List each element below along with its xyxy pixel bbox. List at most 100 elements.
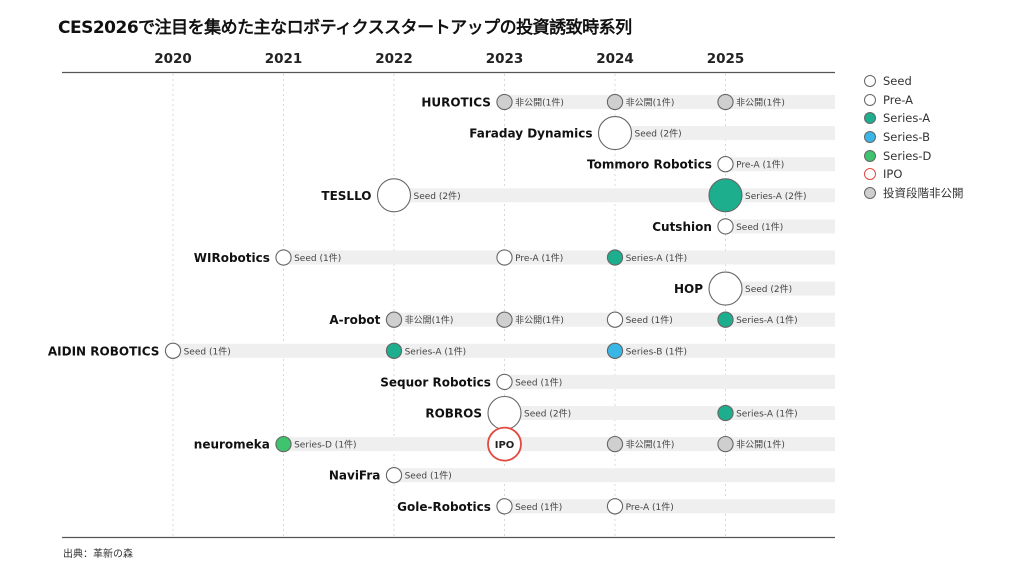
funding-marker-hurotics-2025: [717, 93, 734, 111]
legend-swatch-series-b-icon: [864, 131, 876, 144]
company-label-wirobotics: WIRobotics: [194, 251, 270, 265]
data-label-wirobotics-2023: Pre-A (1件): [515, 252, 563, 264]
data-label-aidin-robotics-2024: Series-B (1件): [626, 345, 687, 357]
legend-swatch-ipo-icon: [864, 168, 876, 181]
funding-marker-aidin-robotics-2024: [606, 342, 624, 359]
data-label-a-robot-2022: 非公開(1件): [405, 314, 454, 326]
data-label-wirobotics-2021: Seed (1件): [294, 252, 341, 264]
funding-marker-robros-2023: [487, 395, 522, 431]
row-band-hurotics: [504, 95, 835, 109]
data-label-tommoro-robotics-2025: Pre-A (1件): [736, 159, 784, 171]
data-label-cutshion-2025: Seed (1件): [736, 221, 783, 233]
funding-marker-navifra-2022: [385, 467, 403, 484]
data-label-hop-2025: Seed (2件): [745, 283, 792, 295]
legend-label: IPO: [883, 167, 903, 182]
funding-marker-neuromeka-2025: [717, 435, 734, 453]
company-label-cutshion: Cutshion: [652, 220, 712, 234]
legend-label: Series-A: [883, 111, 931, 126]
funding-marker-neuromeka-2021: [275, 435, 292, 453]
legend-swatch-undisclosed-icon: [864, 186, 876, 199]
data-label-aidin-robotics-2020: Seed (1件): [184, 345, 231, 357]
data-label-a-robot-2024: Seed (1件): [626, 314, 673, 326]
legend-swatch-series-d-icon: [864, 149, 876, 162]
funding-marker-aidin-robotics-2020: [164, 342, 182, 359]
data-label-aidin-robotics-2022: Series-A (1件): [405, 345, 467, 357]
row-band-gole-robotics: [504, 499, 835, 514]
company-label-navifra: NaviFra: [329, 469, 381, 483]
funding-marker-wirobotics-2024: [606, 249, 624, 266]
data-label-gole-robotics-2024: Pre-A (1件): [626, 501, 674, 513]
legend-swatch-pre-a-icon: [864, 93, 876, 106]
data-label-hurotics-2025: 非公開(1件): [736, 97, 785, 109]
row-band-neuromeka: [283, 437, 835, 452]
funding-marker-a-robot-2024: [606, 311, 624, 328]
company-label-sequor-robotics: Sequor Robotics: [380, 375, 491, 389]
data-label-sequor-robotics-2023: Seed (1件): [515, 376, 562, 388]
funding-marker-a-robot-2025: [717, 311, 734, 328]
company-label-a-robot: A-robot: [329, 313, 380, 327]
funding-marker-a-robot-2023: [496, 311, 513, 328]
x-tick-label-2024: 2024: [596, 51, 634, 67]
funding-marker-tesllo-2022: [376, 178, 412, 213]
chart-title: CES2026で注目を集めた主なロボティクススタートアップの投資誘致時系列: [58, 18, 632, 38]
funding-marker-gole-robotics-2024: [606, 498, 624, 515]
row-band-navifra: [394, 468, 835, 483]
row-band-faraday-dynamics: [615, 126, 835, 141]
legend-label: Series-B: [883, 130, 930, 145]
company-label-gole-robotics: Gole-Robotics: [397, 500, 491, 514]
company-label-hop: HOP: [674, 282, 703, 296]
legend: Seed Pre-A Series-A Series-B Series-D IPO 投資段階…: [864, 72, 964, 202]
legend-swatch-seed-icon: [864, 75, 876, 88]
data-label-a-robot-2025: Series-A (1件): [736, 314, 798, 326]
legend-item-undisclosed: 投資段階非公開: [864, 184, 964, 203]
company-label-hurotics: HUROTICS: [421, 96, 491, 110]
x-tick-label-2022: 2022: [375, 51, 413, 67]
x-tick-label-2020: 2020: [154, 51, 192, 67]
legend-label: Seed: [883, 74, 912, 89]
funding-marker-robros-2025: [717, 404, 734, 422]
row-band-aidin-robotics: [173, 343, 835, 358]
legend-item-seed: Seed: [864, 72, 964, 91]
company-label-neuromeka: neuromeka: [194, 438, 270, 452]
legend-item-series-b: Series-B: [864, 128, 964, 147]
data-label-robros-2025: Series-A (1件): [736, 408, 798, 420]
source-note: 出典：革新の森: [63, 549, 133, 560]
row-band-wirobotics: [283, 250, 835, 265]
data-label-wirobotics-2024: Series-A (1件): [626, 252, 688, 264]
legend-item-pre-a: Pre-A: [864, 91, 964, 110]
funding-marker-hop-2025: [708, 271, 743, 306]
company-label-robros: ROBROS: [425, 407, 482, 421]
company-label-faraday-dynamics: Faraday Dynamics: [469, 127, 592, 141]
x-tick-label-2023: 2023: [486, 51, 524, 67]
row-band-hop: [725, 281, 835, 296]
funding-marker-neuromeka-2024: [606, 435, 624, 453]
data-label-tesllo-2022: Seed (2件): [414, 190, 461, 202]
legend-label: 投資段階非公開: [883, 185, 964, 200]
row-band-robros: [504, 406, 835, 420]
funding-marker-wirobotics-2023: [496, 249, 513, 266]
data-label-neuromeka-2024: 非公開(1件): [626, 439, 675, 451]
legend-item-series-a: Series-A: [864, 109, 964, 128]
data-label-gole-robotics-2023: Seed (1件): [515, 501, 562, 513]
data-label-hurotics-2023: 非公開(1件): [515, 97, 564, 109]
data-label-faraday-dynamics-2024: Seed (2件): [635, 128, 682, 140]
funding-marker-neuromeka-2023: [487, 426, 522, 462]
data-label-tesllo-2025: Series-A (2件): [745, 190, 807, 202]
legend-item-series-d: Series-D: [864, 146, 964, 165]
company-label-tommoro-robotics: Tommoro Robotics: [587, 158, 712, 172]
row-band-sequor-robotics: [504, 374, 835, 389]
company-label-tesllo: TESLLO: [321, 189, 371, 203]
legend-swatch-series-a-icon: [864, 112, 876, 125]
funding-marker-hurotics-2024: [606, 93, 624, 111]
row-band-tommoro-robotics: [725, 157, 835, 172]
data-label-neuromeka-2021: Series-D (1件): [294, 439, 356, 451]
company-label-aidin-robotics: AIDIN ROBOTICS: [48, 344, 160, 358]
row-band-cutshion: [725, 219, 835, 234]
funding-marker-wirobotics-2021: [275, 249, 292, 266]
funding-marker-aidin-robotics-2022: [385, 342, 403, 359]
data-label-hurotics-2024: 非公開(1件): [626, 97, 675, 109]
funding-marker-cutshion-2025: [717, 218, 734, 235]
legend-label: Pre-A: [883, 92, 914, 107]
funding-marker-a-robot-2022: [385, 311, 403, 328]
